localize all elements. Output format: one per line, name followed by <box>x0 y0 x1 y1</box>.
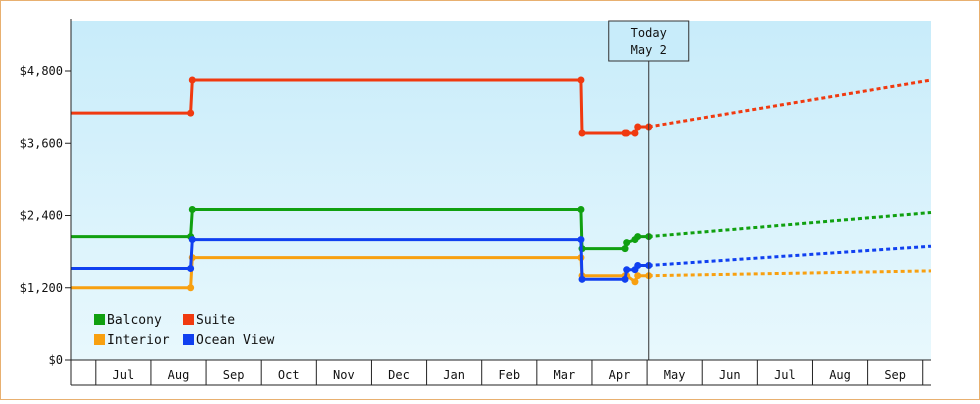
x-tick-label: Dec <box>388 368 410 382</box>
x-tick-label: Oct <box>278 368 300 382</box>
series-suite <box>71 76 932 137</box>
x-tick-label: Nov <box>333 368 355 382</box>
data-point[interactable] <box>634 123 642 131</box>
legend-label: Balcony <box>107 313 162 328</box>
series-layer <box>71 76 932 292</box>
legend-entry: Ocean View <box>183 333 274 348</box>
y-tick-label: $2,400 <box>20 209 63 223</box>
y-tick-label: $0 <box>49 353 63 367</box>
y-tick-label: $3,600 <box>20 136 63 150</box>
x-tick-label: Aug <box>168 368 190 382</box>
data-point[interactable] <box>188 205 196 213</box>
x-tick-label: Sep <box>884 368 906 382</box>
x-tick-label: May <box>664 368 686 382</box>
legend-entry: Interior <box>94 333 170 348</box>
data-point[interactable] <box>188 236 196 244</box>
series-forecast-line <box>648 244 932 267</box>
x-tick-label: Aug <box>829 368 851 382</box>
series-forecast-line <box>648 269 932 278</box>
data-point[interactable] <box>577 236 585 244</box>
today-date: May 2 <box>631 43 667 57</box>
data-point[interactable] <box>631 129 639 137</box>
today-marker: Today May 2 <box>608 20 690 360</box>
today-box <box>608 20 690 62</box>
data-point[interactable] <box>631 278 639 286</box>
data-point[interactable] <box>621 245 629 253</box>
x-tick-label: Jul <box>774 368 796 382</box>
y-tick-label: $4,800 <box>20 64 63 78</box>
data-point[interactable] <box>623 129 631 137</box>
series-forecast-line <box>648 211 932 239</box>
data-point[interactable] <box>577 76 585 84</box>
data-point[interactable] <box>634 233 642 241</box>
legend-swatch <box>94 314 105 325</box>
series-forecast-line <box>648 78 932 129</box>
data-point[interactable] <box>634 272 642 280</box>
legend-entry: Balcony <box>94 313 162 328</box>
legend: Balcony Suite Interior Ocean View <box>94 313 274 348</box>
legend-swatch <box>94 334 105 345</box>
legend-entry: Suite <box>183 313 235 328</box>
x-tick-label: Jul <box>113 368 135 382</box>
x-tick-label: Jan <box>443 368 465 382</box>
series-balcony <box>71 205 932 253</box>
axes: $0 $1,200 $2,400 $3,600 $4,800 Jul Aug Sep Oct No… <box>20 19 931 386</box>
legend-swatch <box>183 314 194 325</box>
x-tick-label: Jun <box>719 368 741 382</box>
data-point[interactable] <box>578 275 586 283</box>
data-point[interactable] <box>634 261 642 269</box>
x-tick-label: Feb <box>498 368 520 382</box>
y-tick-label: $1,200 <box>20 281 63 295</box>
today-label: Today <box>631 26 667 40</box>
data-point[interactable] <box>623 239 631 247</box>
legend-label: Suite <box>196 313 235 328</box>
data-point[interactable] <box>187 264 195 272</box>
data-point[interactable] <box>187 284 195 292</box>
x-tick-label: Apr <box>609 368 631 382</box>
data-point[interactable] <box>577 205 585 213</box>
x-tick-label: Mar <box>554 368 576 382</box>
legend-label: Ocean View <box>196 333 274 348</box>
data-point[interactable] <box>578 129 586 137</box>
plot-background <box>71 21 931 360</box>
data-point[interactable] <box>623 266 631 274</box>
x-tick-label: Sep <box>223 368 245 382</box>
data-point[interactable] <box>621 275 629 283</box>
legend-label: Interior <box>107 333 170 348</box>
data-point[interactable] <box>188 76 196 84</box>
legend-swatch <box>183 334 194 345</box>
data-point[interactable] <box>187 109 195 117</box>
